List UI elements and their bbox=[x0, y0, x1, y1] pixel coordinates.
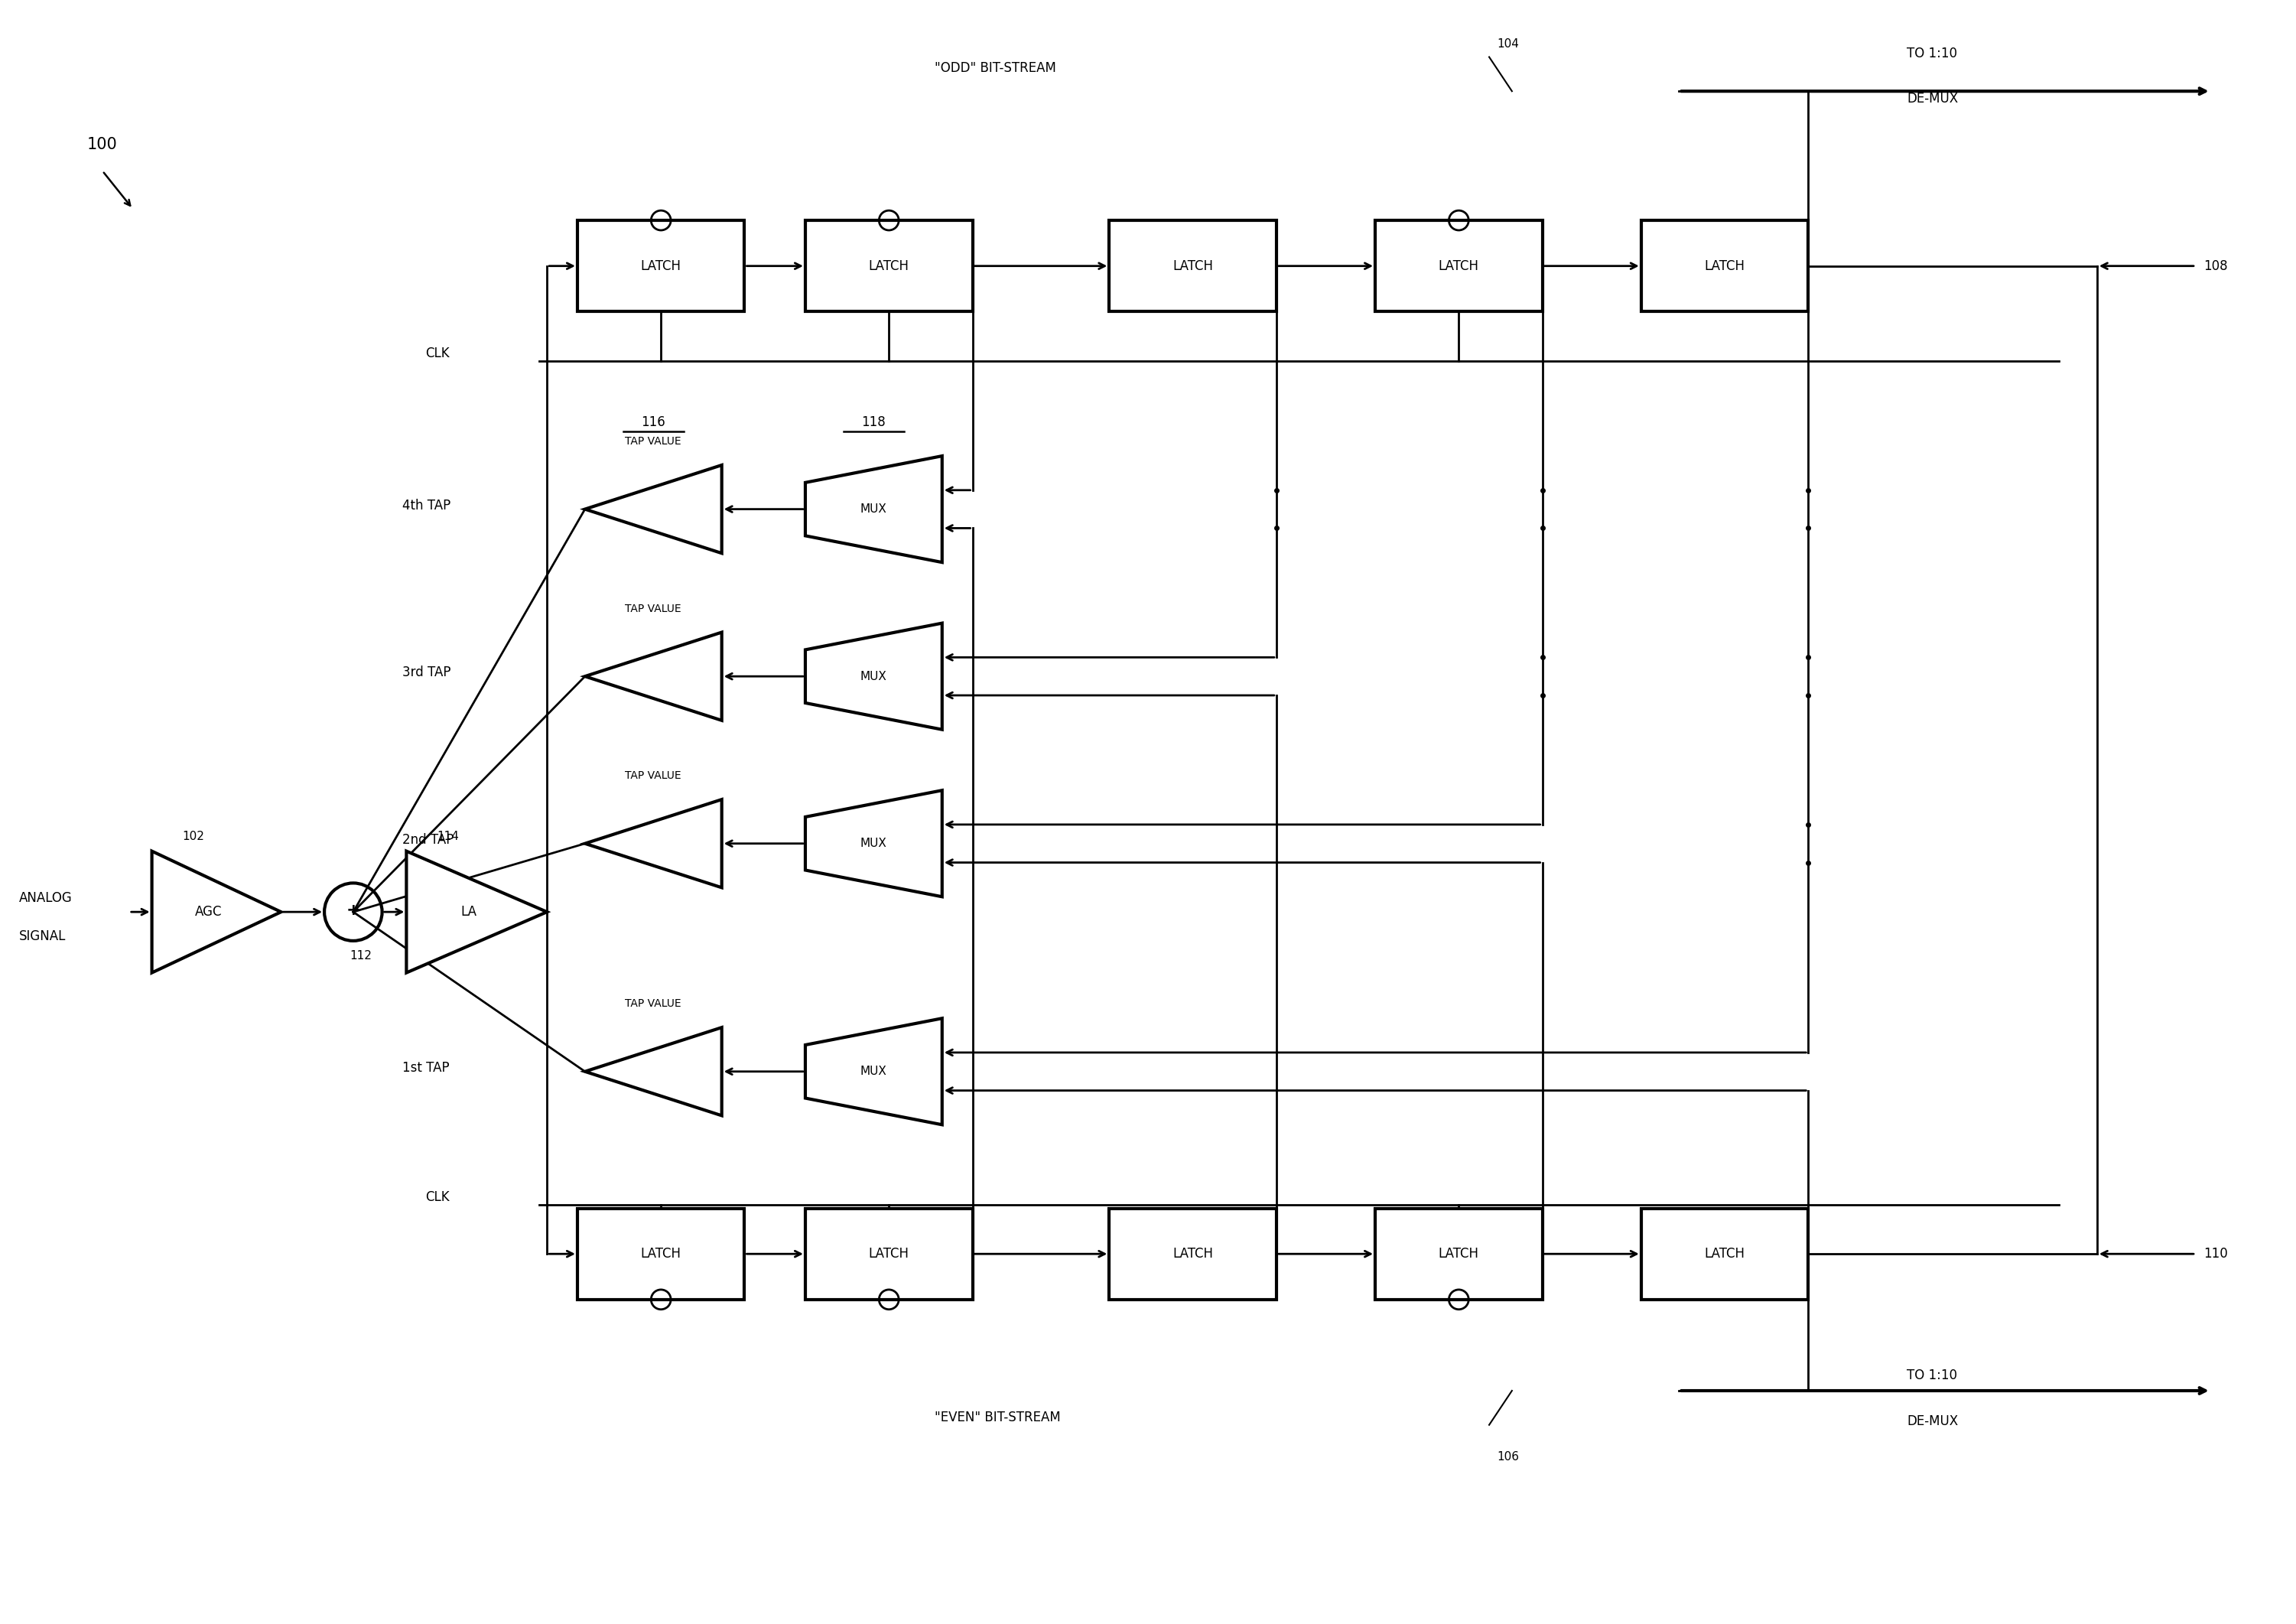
Text: TAP VALUE: TAP VALUE bbox=[625, 437, 682, 447]
Polygon shape bbox=[806, 456, 941, 562]
Text: "ODD" BIT-STREAM: "ODD" BIT-STREAM bbox=[934, 62, 1056, 75]
Text: +: + bbox=[347, 903, 360, 918]
Text: LATCH: LATCH bbox=[1173, 260, 1212, 273]
Text: MUX: MUX bbox=[861, 1065, 886, 1077]
Polygon shape bbox=[585, 464, 721, 554]
Text: 112: 112 bbox=[349, 950, 372, 961]
Bar bbox=[576, 221, 744, 312]
Text: 4th TAP: 4th TAP bbox=[402, 499, 450, 512]
Text: 3rd TAP: 3rd TAP bbox=[402, 666, 452, 679]
Text: TO 1:10: TO 1:10 bbox=[1908, 47, 1958, 60]
Bar bbox=[1642, 221, 1809, 312]
Text: 1st TAP: 1st TAP bbox=[402, 1060, 450, 1075]
Text: 106: 106 bbox=[1497, 1452, 1520, 1463]
Text: TAP VALUE: TAP VALUE bbox=[625, 604, 682, 614]
Text: 102: 102 bbox=[184, 830, 204, 841]
Text: LA: LA bbox=[461, 905, 478, 919]
Bar bbox=[1375, 221, 1543, 312]
Text: LATCH: LATCH bbox=[1704, 1247, 1745, 1260]
Polygon shape bbox=[806, 1018, 941, 1125]
Bar bbox=[1109, 1208, 1277, 1299]
Text: AGC: AGC bbox=[195, 905, 223, 919]
Text: ANALOG: ANALOG bbox=[18, 892, 71, 905]
Text: TO 1:10: TO 1:10 bbox=[1908, 1369, 1958, 1382]
Bar bbox=[576, 1208, 744, 1299]
Text: 104: 104 bbox=[1497, 37, 1520, 49]
Text: LATCH: LATCH bbox=[1704, 260, 1745, 273]
Polygon shape bbox=[406, 851, 546, 973]
Bar bbox=[1109, 221, 1277, 312]
Polygon shape bbox=[806, 624, 941, 729]
Text: CLK: CLK bbox=[425, 1190, 450, 1203]
Text: LATCH: LATCH bbox=[1440, 260, 1479, 273]
Text: TAP VALUE: TAP VALUE bbox=[625, 770, 682, 781]
Text: LATCH: LATCH bbox=[1173, 1247, 1212, 1260]
Text: CLK: CLK bbox=[425, 346, 450, 361]
Text: 114: 114 bbox=[436, 830, 459, 841]
Text: 118: 118 bbox=[861, 416, 886, 429]
Polygon shape bbox=[806, 791, 941, 896]
Text: DE-MUX: DE-MUX bbox=[1908, 93, 1958, 106]
Text: MUX: MUX bbox=[861, 503, 886, 515]
Bar bbox=[806, 221, 974, 312]
Bar bbox=[1375, 1208, 1543, 1299]
Text: "EVEN" BIT-STREAM: "EVEN" BIT-STREAM bbox=[934, 1410, 1061, 1424]
Text: LATCH: LATCH bbox=[868, 1247, 909, 1260]
Text: LATCH: LATCH bbox=[1440, 1247, 1479, 1260]
Bar bbox=[806, 1208, 974, 1299]
Text: LATCH: LATCH bbox=[641, 1247, 682, 1260]
Text: LATCH: LATCH bbox=[641, 260, 682, 273]
Polygon shape bbox=[585, 632, 721, 721]
Text: 116: 116 bbox=[641, 416, 666, 429]
Text: 110: 110 bbox=[2204, 1247, 2227, 1260]
Polygon shape bbox=[152, 851, 280, 973]
Bar bbox=[1642, 1208, 1809, 1299]
Polygon shape bbox=[585, 799, 721, 888]
Text: 2nd TAP: 2nd TAP bbox=[402, 833, 455, 846]
Text: LATCH: LATCH bbox=[868, 260, 909, 273]
Text: SIGNAL: SIGNAL bbox=[18, 929, 67, 944]
Text: 108: 108 bbox=[2204, 260, 2227, 273]
Text: 100: 100 bbox=[87, 136, 117, 153]
Text: MUX: MUX bbox=[861, 671, 886, 682]
Text: MUX: MUX bbox=[861, 838, 886, 849]
Text: TAP VALUE: TAP VALUE bbox=[625, 999, 682, 1009]
Polygon shape bbox=[585, 1028, 721, 1116]
Text: DE-MUX: DE-MUX bbox=[1908, 1415, 1958, 1427]
